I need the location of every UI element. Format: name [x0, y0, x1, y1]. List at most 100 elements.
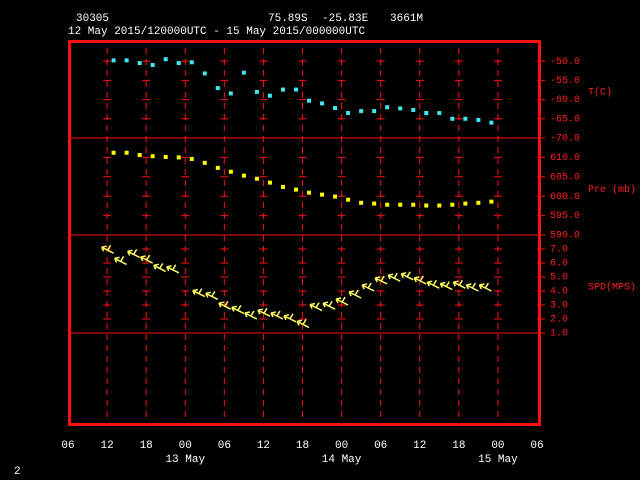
point: [254, 89, 259, 94]
point: [202, 160, 207, 165]
wind-barb: [218, 300, 232, 310]
point: [450, 116, 455, 121]
point: [463, 201, 468, 206]
point: [124, 150, 129, 155]
y-tick-label: 3.0: [550, 301, 568, 312]
point: [424, 111, 429, 116]
point: [489, 120, 494, 125]
point: [333, 106, 338, 111]
wind-barb: [465, 282, 479, 292]
x-tick-label: 18: [140, 440, 153, 452]
point: [267, 93, 272, 98]
point: [372, 109, 377, 114]
x-tick-label: 12: [413, 440, 426, 452]
x-tick-label: 06: [218, 440, 231, 452]
wind-barb: [387, 272, 401, 282]
point: [280, 87, 285, 92]
y-tick-label: -55.0: [550, 76, 580, 87]
wind-barb: [439, 281, 453, 291]
point: [398, 106, 403, 111]
point: [241, 173, 246, 178]
point: [124, 58, 129, 63]
y-tick-label: 600.0: [550, 192, 580, 203]
y-tick-label: -70.0: [550, 134, 580, 145]
y-tick-label: 1.0: [550, 329, 568, 340]
wind-barb: [126, 249, 140, 259]
point: [137, 153, 142, 158]
point: [228, 91, 233, 96]
y-tick-label: 5.0: [550, 273, 568, 284]
wind-barb: [322, 300, 336, 310]
point: [241, 70, 246, 75]
x-tick-label: 00: [179, 440, 192, 452]
wind-barb: [413, 275, 427, 285]
point: [437, 111, 442, 116]
wind-barb: [296, 319, 310, 329]
wind-barb: [478, 282, 492, 292]
y-axis-label: T(C): [588, 87, 612, 99]
date-label: 14 May: [322, 454, 362, 466]
wind-barb: [100, 244, 114, 254]
y-tick-label: 610.0: [550, 153, 580, 164]
wind-barb: [348, 289, 362, 299]
point: [215, 86, 220, 91]
wind-barb: [452, 279, 466, 289]
date-label: 15 May: [478, 454, 518, 466]
point: [320, 192, 325, 197]
y-tick-label: -65.0: [550, 114, 580, 125]
x-tick-label: 06: [374, 440, 387, 452]
y-tick-label: -50.0: [550, 57, 580, 68]
point: [346, 197, 351, 202]
point: [111, 58, 116, 63]
elevation: 3661M: [390, 13, 423, 25]
point: [189, 156, 194, 161]
wind-barb: [374, 275, 388, 285]
x-tick-label: 00: [335, 440, 348, 452]
point: [189, 60, 194, 65]
point: [137, 61, 142, 66]
longitude: -25.83E: [322, 13, 369, 25]
period: 12 May 2015/120000UTC - 15 May 2015/0000…: [68, 26, 365, 38]
point: [411, 107, 416, 112]
y-tick-label: 4.0: [550, 287, 568, 298]
point: [398, 202, 403, 207]
x-tick-label: 06: [530, 440, 543, 452]
point: [333, 194, 338, 199]
point: [385, 202, 390, 207]
point: [489, 199, 494, 204]
point: [176, 155, 181, 160]
wind-barb: [140, 254, 154, 264]
wind-barb: [426, 279, 440, 289]
point: [424, 203, 429, 208]
y-axis-label: SPD(MPS): [588, 282, 636, 294]
x-tick-label: 06: [61, 440, 74, 452]
y-tick-label: 605.0: [550, 172, 580, 183]
point: [215, 165, 220, 170]
point: [385, 105, 390, 110]
point: [111, 150, 116, 155]
point: [476, 200, 481, 205]
y-tick-label: 595.0: [550, 211, 580, 222]
wind-barb: [231, 305, 245, 315]
wind-barb: [400, 271, 414, 281]
wind-barb: [192, 288, 206, 298]
point: [267, 180, 272, 185]
frame: [68, 40, 541, 426]
point: [476, 117, 481, 122]
y-tick-label: 7.0: [550, 245, 568, 256]
y-tick-label: 2.0: [550, 315, 568, 326]
x-tick-label: 18: [452, 440, 465, 452]
wind-barb: [205, 291, 219, 301]
y-tick-label: 590.0: [550, 231, 580, 242]
point: [307, 190, 312, 195]
wind-barb: [270, 310, 284, 320]
latitude: 75.89S: [268, 13, 308, 25]
wind-barb: [283, 313, 297, 323]
point: [150, 62, 155, 67]
point: [463, 116, 468, 121]
point: [176, 61, 181, 66]
point: [293, 87, 298, 92]
x-tick-label: 12: [100, 440, 113, 452]
point: [450, 202, 455, 207]
